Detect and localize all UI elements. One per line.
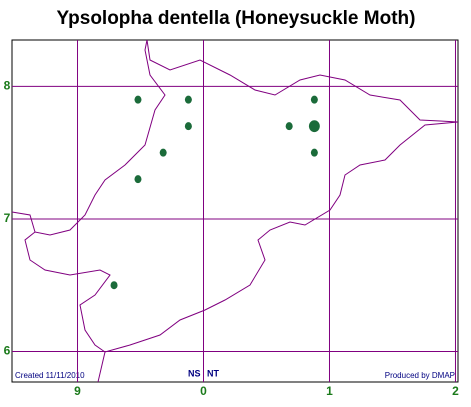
y-tick-label: 8: [4, 79, 11, 93]
y-tick-label: 6: [4, 344, 11, 358]
map-title: Ypsolopha dentella (Honeysuckle Moth): [57, 8, 416, 29]
y-tick-label: 7: [4, 211, 11, 225]
x-tick-label: 2: [452, 384, 459, 398]
record-dot: [310, 148, 318, 157]
coast-path: [24, 39, 459, 353]
map-frame: [11, 39, 459, 383]
created-note: Created 11/11/2010: [15, 371, 85, 380]
record-dot: [184, 122, 192, 131]
square-label: NT: [207, 368, 219, 378]
x-tick-label: 0: [200, 384, 207, 398]
record-dot: [134, 175, 142, 184]
x-tick-label: 9: [74, 384, 81, 398]
record-dot: [310, 95, 318, 104]
record-dot: [110, 281, 118, 290]
coastline: [11, 39, 459, 383]
record-dot: [159, 148, 167, 157]
producer-note: Produced by DMAP: [385, 371, 455, 380]
record-dot: [184, 95, 192, 104]
x-tick-label: 1: [326, 384, 333, 398]
record-dot: [285, 122, 293, 131]
square-label: NS: [188, 368, 201, 378]
record-dot: [134, 95, 142, 104]
record-dot: [308, 120, 320, 133]
coast-path: [11, 211, 106, 383]
